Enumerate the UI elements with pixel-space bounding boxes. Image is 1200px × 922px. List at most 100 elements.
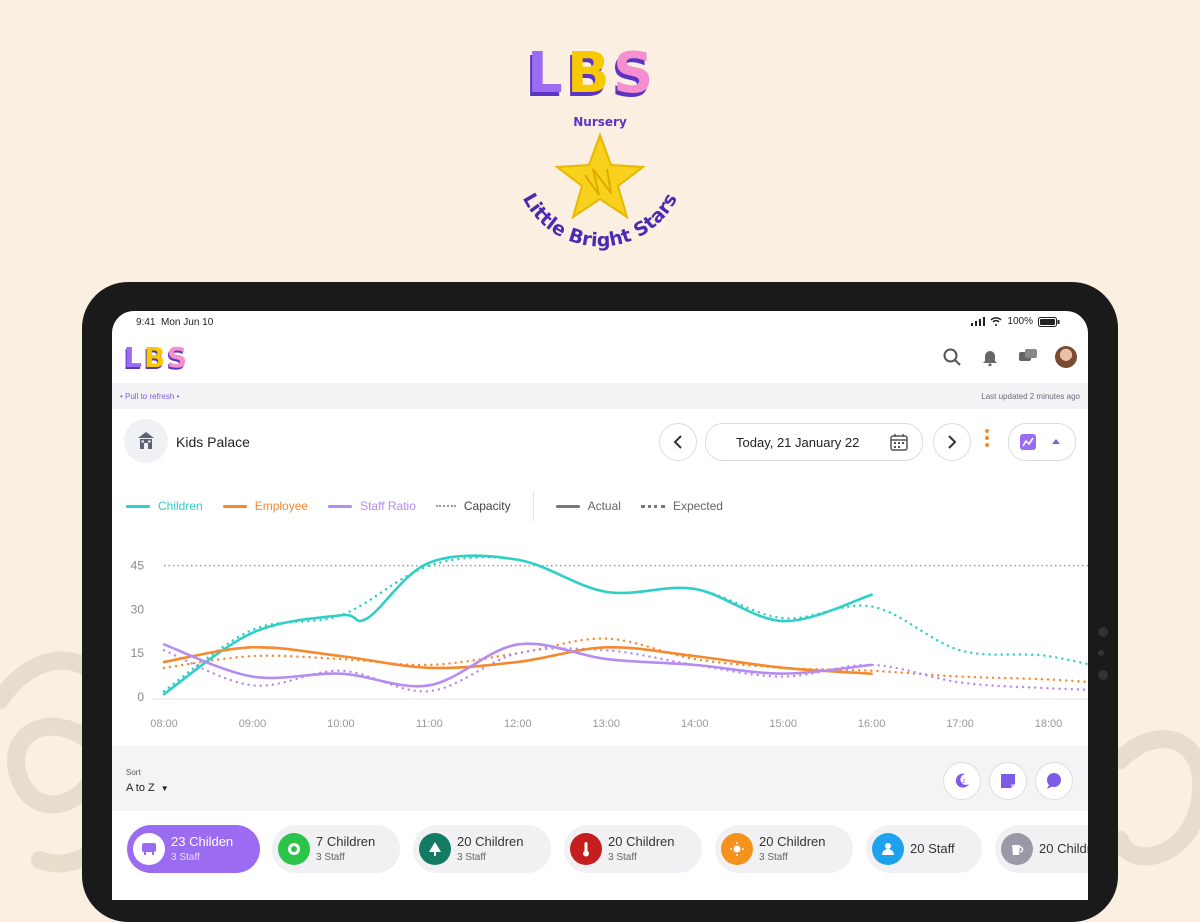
sun-icon [721, 833, 753, 865]
group-title: 7 Children [316, 834, 376, 849]
x-tick-label: 17:00 [946, 718, 974, 730]
app-header: L L B B S S [112, 335, 1088, 383]
group-chip[interactable]: 7 Children 3 Staff [272, 825, 400, 873]
building-icon[interactable] [124, 419, 168, 463]
children-expected-line [162, 556, 1088, 693]
location-toolbar: Kids Palace Today, 21 January 22 [112, 409, 1088, 475]
group-title: 20 Children [608, 834, 675, 849]
svg-text:S: S [611, 45, 651, 108]
legend-children[interactable]: Children [126, 499, 203, 513]
moon-icon: z [955, 773, 969, 788]
svg-text:L: L [124, 341, 142, 374]
chart-legend: Children Employee Staff Ratio Capacity A… [126, 491, 743, 521]
message-icon [1047, 773, 1061, 789]
group-chip[interactable]: 20 Children 3 Staff [715, 825, 853, 873]
side-button [1098, 650, 1104, 656]
app-logo[interactable]: L L B B S S [122, 341, 194, 375]
search-icon[interactable] [940, 345, 964, 369]
svg-text:B: B [143, 343, 164, 375]
chevron-right-icon [948, 435, 957, 449]
tree-icon [419, 833, 451, 865]
chart-icon [1020, 434, 1036, 450]
bed-icon [133, 833, 165, 865]
side-button [1098, 670, 1108, 680]
date-label: Today, 21 January 22 [736, 435, 860, 450]
wifi-icon [990, 317, 1002, 326]
lbs-logo-mark: L L B B S S [525, 41, 653, 108]
x-tick-label: 11:00 [416, 718, 443, 730]
group-title: 20 Children [457, 834, 524, 849]
group-chip[interactable]: 20 Staff [866, 825, 982, 873]
legend-employee[interactable]: Employee [222, 499, 308, 513]
staff-ratio-expected-line [162, 647, 1088, 693]
star-emblem: Nursery Little Bright Stars [518, 115, 682, 252]
svg-text:B: B [565, 45, 608, 108]
status-indicators: 100% [971, 316, 1060, 327]
group-subtitle: 3 Staff [457, 852, 486, 863]
clock-time: 9:41 [136, 317, 156, 328]
x-tick-label: 18:00 [1035, 718, 1063, 730]
clock-date: Mon Jun 10 [161, 317, 214, 328]
legend-expected[interactable]: Expected [640, 499, 723, 513]
staff-ratio-actual-line [162, 642, 873, 688]
group-subtitle: 3 Staff [171, 852, 200, 863]
sort-dropdown[interactable]: A to Z ▼ [126, 782, 169, 794]
svg-text:B: B [144, 341, 165, 374]
brand-tagline: Nursery [573, 115, 627, 129]
sort-label: Sort [126, 768, 141, 777]
legend-actual[interactable]: Actual [555, 499, 621, 513]
brand-logo: L L B B S S Nursery Little Bright Stars [495, 38, 705, 268]
x-tick-label: 09:00 [239, 718, 267, 730]
chart-toggle-button[interactable] [1008, 423, 1076, 461]
user-avatar[interactable] [1054, 345, 1078, 369]
notes-button[interactable] [989, 762, 1027, 800]
sleep-mode-button[interactable]: z [943, 762, 981, 800]
sort-toolbar: Sort A to Z ▼ z [112, 746, 1088, 811]
previous-date-button[interactable] [659, 423, 697, 461]
x-tick-label: 15:00 [769, 718, 797, 730]
note-icon [1001, 774, 1015, 788]
legend-divider [532, 491, 534, 521]
group-chip[interactable]: 23 Childen 3 Staff [127, 825, 260, 873]
thermometer-icon [570, 833, 602, 865]
x-tick-label: 10:00 [327, 718, 355, 730]
smile-icon [278, 833, 310, 865]
group-chip[interactable]: 20 Childr [995, 825, 1088, 873]
x-tick-label: 08:00 [150, 718, 178, 730]
group-title: 20 Staff [910, 841, 955, 856]
legend-capacity[interactable]: Capacity [435, 499, 511, 513]
group-chip[interactable]: 20 Children 3 Staff [564, 825, 702, 873]
legend-staff-ratio[interactable]: Staff Ratio [328, 499, 416, 513]
refresh-bar: • Pull to refresh • Last updated 2 minut… [112, 383, 1088, 409]
status-bar: 9:41 Mon Jun 10 100% [112, 311, 1088, 335]
group-subtitle: 3 Staff [608, 852, 637, 863]
bell-icon[interactable] [978, 345, 1002, 369]
cup-icon [1001, 833, 1033, 865]
group-title: 20 Childr [1039, 841, 1088, 856]
battery-percent: 100% [1007, 316, 1033, 327]
date-picker[interactable]: Today, 21 January 22 [705, 423, 923, 461]
group-title: 20 Children [759, 834, 826, 849]
group-subtitle: 3 Staff [759, 852, 788, 863]
svg-text:z: z [962, 778, 965, 785]
group-icon [872, 833, 904, 865]
pull-to-refresh-hint: • Pull to refresh • [120, 392, 180, 401]
location-name[interactable]: Kids Palace [176, 434, 250, 450]
room-groups: 23 Childen 3 Staff 7 Children 3 Staff 20… [112, 811, 1088, 900]
more-options-icon[interactable] [985, 429, 991, 450]
group-chip[interactable]: 20 Children 3 Staff [413, 825, 551, 873]
chat-icon[interactable] [1016, 345, 1040, 369]
last-updated-text: Last updated 2 minutes ago [981, 392, 1080, 401]
group-title: 23 Childen [171, 834, 234, 849]
star-icon [554, 132, 646, 220]
children-actual-line [162, 554, 873, 696]
calendar-icon [890, 434, 908, 451]
y-tick-label: 30 [131, 602, 145, 616]
side-button [1098, 627, 1108, 637]
message-button[interactable] [1035, 762, 1073, 800]
svg-text:L: L [123, 343, 141, 375]
y-tick-label: 0 [137, 690, 144, 704]
svg-text:B: B [567, 41, 610, 106]
x-tick-label: 16:00 [858, 718, 886, 730]
next-date-button[interactable] [933, 423, 971, 461]
